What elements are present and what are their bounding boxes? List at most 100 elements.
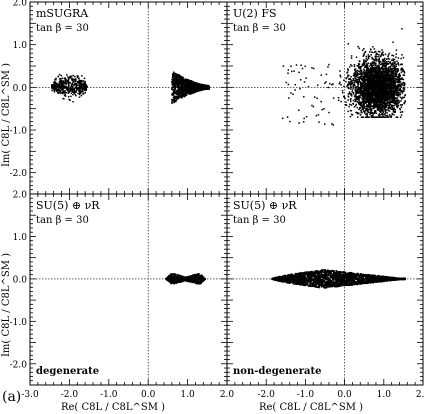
data-point [393, 89, 396, 91]
data-point [174, 83, 177, 85]
data-point [357, 84, 359, 86]
data-point [181, 85, 184, 87]
data-point [323, 82, 326, 85]
data-point [57, 82, 59, 85]
data-point [381, 110, 384, 112]
data-point [375, 97, 378, 100]
data-point [373, 73, 375, 76]
data-point [366, 65, 368, 68]
data-point [71, 77, 73, 80]
data-point [59, 92, 62, 94]
data-point [392, 97, 394, 99]
data-point [332, 83, 334, 85]
data-point [83, 88, 86, 91]
data-point [61, 84, 64, 87]
data-point [387, 81, 389, 83]
data-point [367, 96, 370, 98]
data-point [347, 87, 350, 90]
data-point [401, 92, 404, 94]
data-point [371, 56, 373, 59]
data-point [373, 62, 375, 64]
data-point [367, 55, 370, 58]
data-point [360, 94, 363, 96]
data-point [392, 77, 394, 80]
data-point [379, 50, 381, 53]
data-point [179, 81, 181, 84]
data-point [332, 97, 335, 99]
data-point [397, 62, 400, 64]
data-point [79, 86, 81, 88]
data-point [402, 56, 405, 59]
data-point [386, 82, 388, 85]
data-point [63, 85, 66, 88]
data-point [358, 108, 360, 111]
data-point [371, 76, 374, 79]
data-point [360, 71, 363, 73]
data-point [182, 79, 184, 82]
data-point [185, 81, 188, 84]
data-point [385, 85, 387, 87]
data-point [387, 108, 389, 110]
data-point [302, 121, 305, 123]
data-point [397, 64, 400, 66]
data-point [367, 88, 369, 90]
data-point [363, 100, 365, 103]
data-point [312, 67, 315, 70]
data-point [360, 75, 363, 77]
data-point [193, 87, 196, 89]
data-point [366, 67, 368, 70]
data-point [199, 87, 201, 90]
data-point [369, 107, 371, 110]
data-point [380, 84, 383, 87]
data-point [403, 74, 406, 76]
data-point [372, 87, 375, 89]
data-point [369, 67, 372, 69]
data-point [66, 88, 68, 91]
data-point [401, 67, 403, 69]
data-point [402, 84, 404, 86]
data-point [380, 55, 382, 58]
data-point [379, 85, 381, 87]
data-point [387, 84, 390, 87]
data-point [177, 84, 179, 86]
data-point [367, 111, 370, 113]
data-point [360, 103, 363, 106]
data-point [388, 85, 390, 87]
data-point [366, 92, 369, 95]
data-point [364, 66, 366, 68]
data-point [55, 77, 57, 80]
data-point [385, 58, 388, 60]
data-point [366, 116, 368, 118]
data-point [320, 74, 323, 76]
data-point [56, 90, 58, 93]
data-point [181, 79, 183, 81]
data-point [366, 106, 368, 108]
data-point [379, 80, 381, 82]
data-point [179, 82, 181, 85]
data-point [380, 63, 383, 66]
data-point [375, 75, 378, 78]
data-point [384, 68, 387, 70]
data-point [82, 93, 84, 95]
data-point [200, 282, 202, 285]
data-point [367, 62, 370, 64]
data-point [387, 54, 390, 56]
data-point [66, 80, 69, 83]
data-point [366, 95, 369, 97]
data-point [371, 105, 373, 108]
data-point [376, 66, 379, 68]
data-point [374, 79, 377, 82]
data-point [377, 64, 380, 67]
data-point [80, 80, 82, 83]
data-point [363, 89, 365, 91]
data-point [363, 109, 365, 112]
data-point [399, 116, 402, 118]
data-point [382, 76, 385, 78]
data-point [396, 60, 398, 63]
data-point [52, 88, 55, 90]
data-point [377, 78, 379, 80]
data-point [196, 83, 198, 86]
data-point [357, 62, 360, 65]
data-point [389, 65, 392, 68]
data-point [351, 82, 353, 85]
